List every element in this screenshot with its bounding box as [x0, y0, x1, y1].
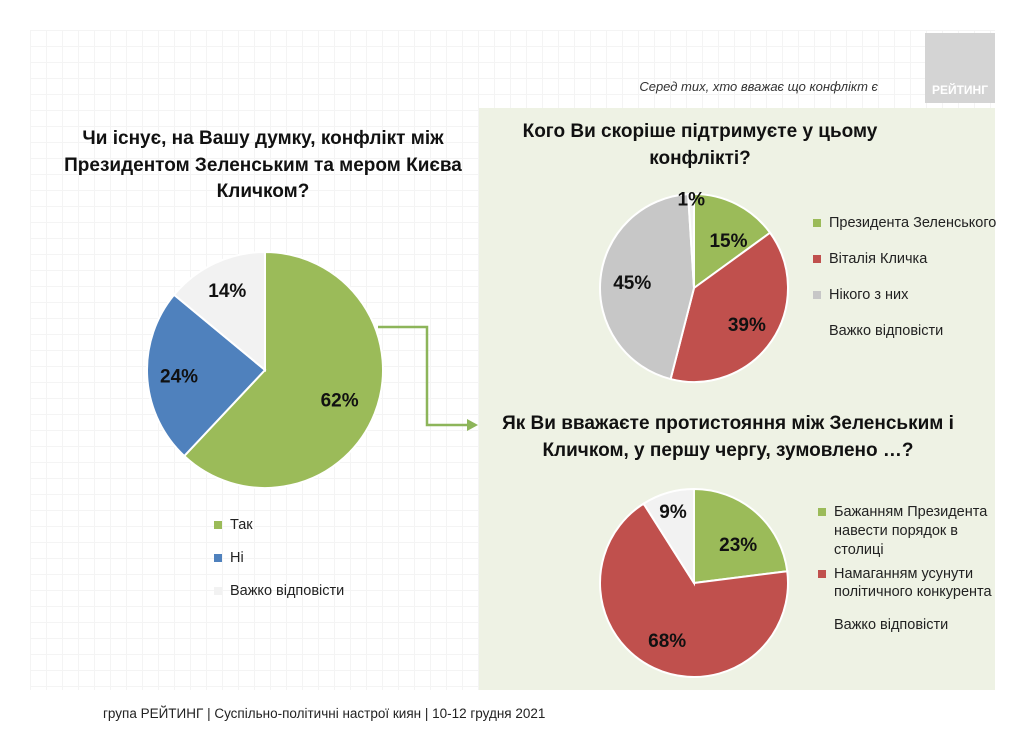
chart-2-legend: Президента Зеленського Віталія Кличка Ніко… — [813, 214, 1003, 340]
chart-2-title: Кого Ви скоріше підтримуєте у цьому конф… — [522, 121, 878, 169]
chart-1-legend-item-3: Важко відповісти — [214, 582, 414, 601]
chart-2-legend-label-3: Нікого з них — [829, 286, 909, 303]
chart-3-legend-swatch-3 — [818, 621, 826, 629]
chart-2-legend-swatch-3 — [813, 290, 821, 299]
chart-2-legend-swatch-1 — [813, 219, 821, 227]
chart-3-legend-label-3: Важко відповісти — [834, 617, 949, 634]
footer-text: група РЕЙТИНГ | Суспільно-політичні наст… — [103, 706, 546, 721]
chart-3-legend: Бажанням Президента навести порядок в ст… — [818, 503, 1008, 635]
chart-1-legend-label-2: Ні — [230, 549, 244, 566]
chart-3-title: Як Ви вважаєте протистояння між Зеленськ… — [502, 413, 954, 461]
chart-3-legend-item-1: Бажанням Президента навести порядок в ст… — [818, 503, 1008, 560]
chart-3-legend-item-2: Намаганням усунути політичного конкурент… — [818, 565, 1008, 603]
chart-1-legend-item-2: Ні — [214, 549, 414, 568]
chart-3-legend-swatch-2 — [818, 569, 826, 578]
logo-text: РЕЙТИНГ — [931, 83, 989, 97]
chart-2-legend-label-1: Президента Зеленського — [829, 215, 997, 231]
chart-1-legend: Так Ні Важко відповісти — [214, 516, 414, 601]
chart-2-legend-swatch-2 — [813, 254, 821, 263]
chart-2-legend-swatch-4 — [813, 327, 821, 335]
chart-3-legend-swatch-1 — [818, 508, 826, 516]
chart-2-legend-item-2: Віталія Кличка — [813, 250, 1003, 269]
chart-3-legend-item-3: Важко відповісти — [818, 616, 1008, 635]
chart-3-legend-label-2: Намаганням усунути політичного конкурент… — [834, 565, 992, 601]
chart-2-legend-item-3: Нікого з них — [813, 286, 1003, 305]
chart-2-legend-item-1: Президента Зеленського — [813, 214, 1003, 233]
chart-2-legend-label-2: Віталія Кличка — [829, 250, 928, 267]
rating-logo: РЕЙТИНГ — [925, 33, 995, 103]
chart-1-legend-swatch-3 — [214, 586, 222, 595]
chart-1-legend-swatch-2 — [214, 553, 222, 562]
chart-1-legend-label-3: Важко відповісти — [230, 582, 345, 599]
chart-2-legend-label-4: Важко відповісти — [829, 322, 944, 339]
chart-3-legend-label-1: Бажанням Президента навести порядок в ст… — [834, 504, 988, 558]
chart-1-legend-label-1: Так — [230, 517, 253, 533]
chart-1-legend-swatch-1 — [214, 521, 222, 529]
subgroup-note: Серед тих, хто вважає що конфлікт є — [639, 79, 878, 94]
chart-2-legend-item-4: Важко відповісти — [813, 322, 1003, 341]
chart-1-title: Чи існує, на Вашу думку, конфлікт між Пр… — [64, 128, 462, 203]
chart-1-legend-item-1: Так — [214, 516, 414, 535]
